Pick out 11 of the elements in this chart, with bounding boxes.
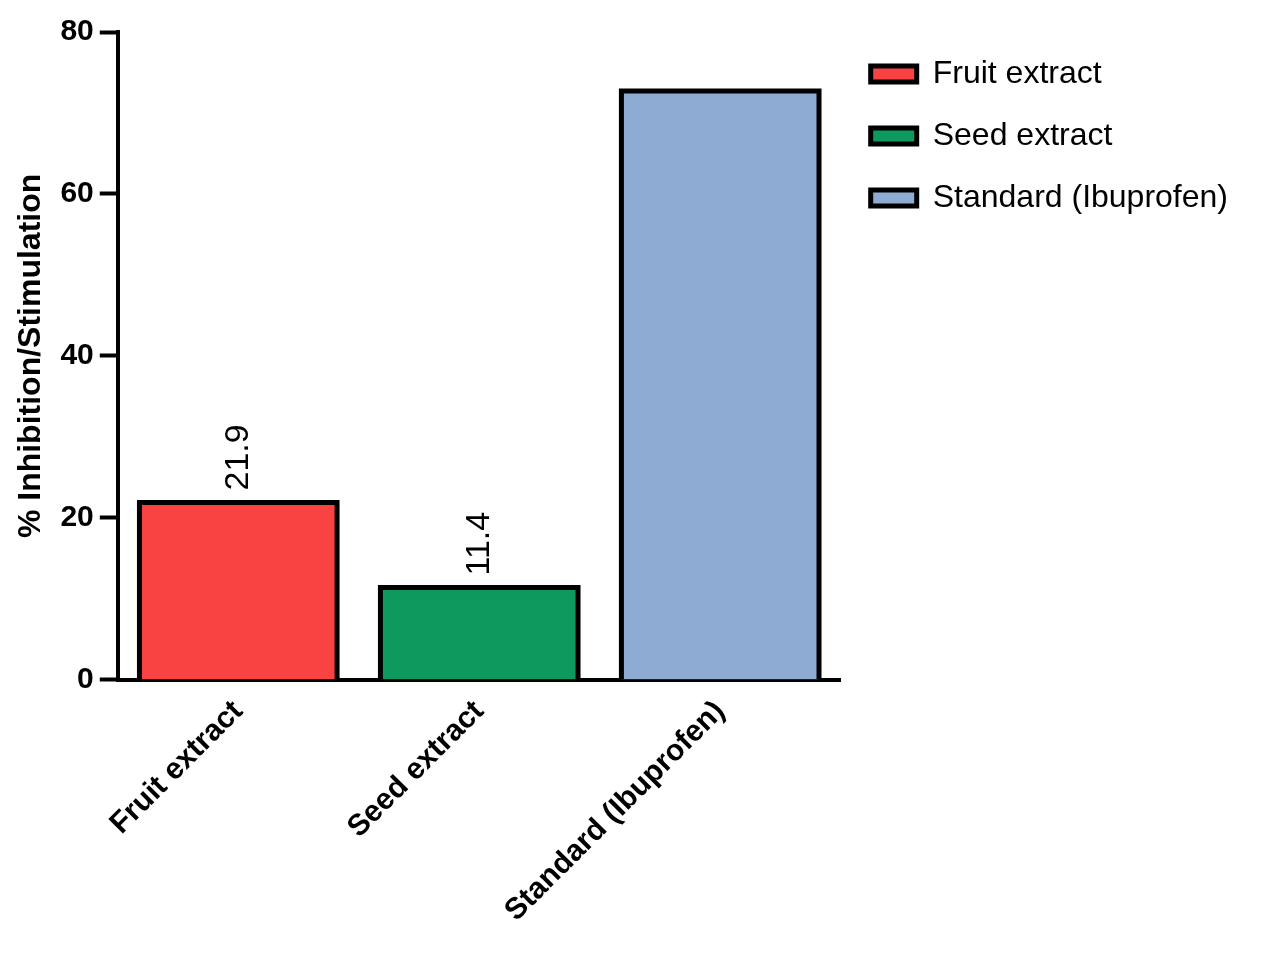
legend-label: Standard (Ibuprofen)	[932, 177, 1228, 214]
y-tick-label: 80	[60, 13, 94, 47]
data-label: 11.4	[457, 511, 496, 576]
y-tick-label: 0	[77, 661, 94, 695]
y-tick-label: 60	[60, 175, 94, 209]
legend-label: Fruit extract	[932, 53, 1102, 90]
data-label: 21.9	[216, 424, 255, 491]
legend-label: Seed extract	[932, 115, 1113, 152]
y-tick-label: 20	[60, 499, 94, 533]
y-tick-label: 40	[60, 337, 94, 371]
y-axis-title: % Inhibition/Stimulation	[11, 173, 48, 539]
